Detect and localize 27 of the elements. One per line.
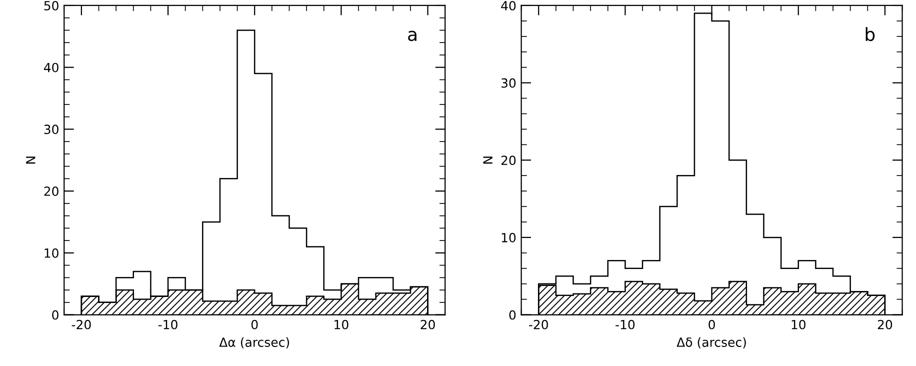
x-axis-title: Δα (arcsec) <box>219 337 290 348</box>
x-tick-label: 0 <box>708 320 715 330</box>
x-tick-label: 20 <box>878 320 892 330</box>
y-axis-title: N <box>483 156 492 164</box>
y-tick-label: 0 <box>52 310 58 320</box>
x-tick-label: -10 <box>158 320 178 330</box>
y-tick-label: 50 <box>44 0 58 10</box>
x-axis-title: Δδ (arcsec) <box>676 337 746 348</box>
annotation: b <box>866 27 875 42</box>
y-tick-label: 10 <box>502 232 516 242</box>
y-tick-label: 30 <box>44 124 58 134</box>
y-tick-label: 20 <box>501 156 516 166</box>
x-tick-label: -10 <box>616 320 635 330</box>
y-tick-label: 10 <box>44 248 58 258</box>
y-tick-label: 30 <box>501 78 516 88</box>
x-tick-label: 20 <box>420 320 435 330</box>
y-tick-label: 20 <box>44 186 58 196</box>
y-tick-label: 40 <box>44 62 58 72</box>
x-tick-label: 0 <box>251 320 258 330</box>
y-tick-label: 40 <box>501 0 516 10</box>
x-tick-label: 10 <box>792 320 806 330</box>
x-tick-label: -20 <box>529 320 548 330</box>
x-tick-label: -20 <box>72 320 91 330</box>
y-tick-label: 0 <box>509 310 516 320</box>
y-axis-title: N <box>26 156 36 164</box>
annotation: a <box>408 30 416 42</box>
x-tick-label: 10 <box>334 320 348 330</box>
